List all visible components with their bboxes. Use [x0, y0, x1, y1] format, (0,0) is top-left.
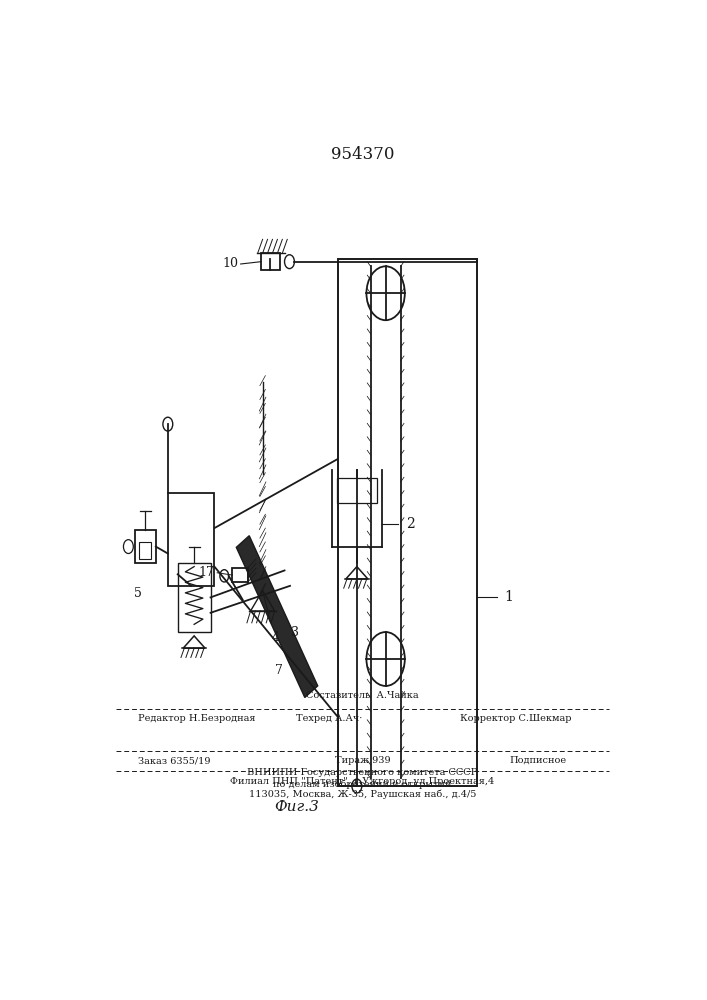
Text: 2: 2: [407, 517, 415, 531]
Text: 954370: 954370: [331, 146, 394, 163]
Bar: [338, 259, 477, 786]
Bar: [337, 478, 377, 503]
Text: Филиал ПНП "Патент", г.Ужгород, ул.Проектная,4: Филиал ПНП "Патент", г.Ужгород, ул.Проек…: [230, 777, 494, 786]
Text: 5: 5: [134, 587, 141, 600]
Text: 1: 1: [505, 590, 514, 604]
Text: 7: 7: [275, 664, 283, 677]
Bar: [261, 253, 280, 270]
Text: 4: 4: [272, 631, 280, 644]
Bar: [139, 542, 151, 559]
Text: 10: 10: [222, 257, 238, 270]
Text: Техред А.Ач·: Техред А.Ач·: [296, 714, 363, 723]
Bar: [135, 530, 156, 563]
Text: Заказ 6355/19: Заказ 6355/19: [138, 756, 210, 765]
Text: ВНИИПИ Государственного комитета СССР: ВНИИПИ Государственного комитета СССР: [247, 768, 477, 777]
Text: Тираж 939: Тираж 939: [334, 756, 390, 765]
Bar: [233, 568, 248, 582]
Text: Составитель  А.Чайка: Составитель А.Чайка: [306, 691, 419, 700]
Text: 113035, Москва, Ж-35, Раушская наб., д.4/5: 113035, Москва, Ж-35, Раушская наб., д.4…: [249, 790, 476, 799]
Polygon shape: [236, 536, 317, 698]
Text: Корректор С.Шекмар: Корректор С.Шекмар: [460, 714, 571, 723]
Text: по делам изобретений и открытий: по делам изобретений и открытий: [273, 779, 452, 789]
Text: Редактор Н.Безродная: Редактор Н.Безродная: [138, 714, 255, 723]
Bar: [177, 563, 211, 632]
Text: 3: 3: [291, 626, 299, 639]
Text: Подписное: Подписное: [509, 756, 566, 765]
Text: 17: 17: [199, 566, 214, 579]
Bar: [168, 493, 214, 586]
Text: Фиг.3: Фиг.3: [274, 800, 319, 814]
